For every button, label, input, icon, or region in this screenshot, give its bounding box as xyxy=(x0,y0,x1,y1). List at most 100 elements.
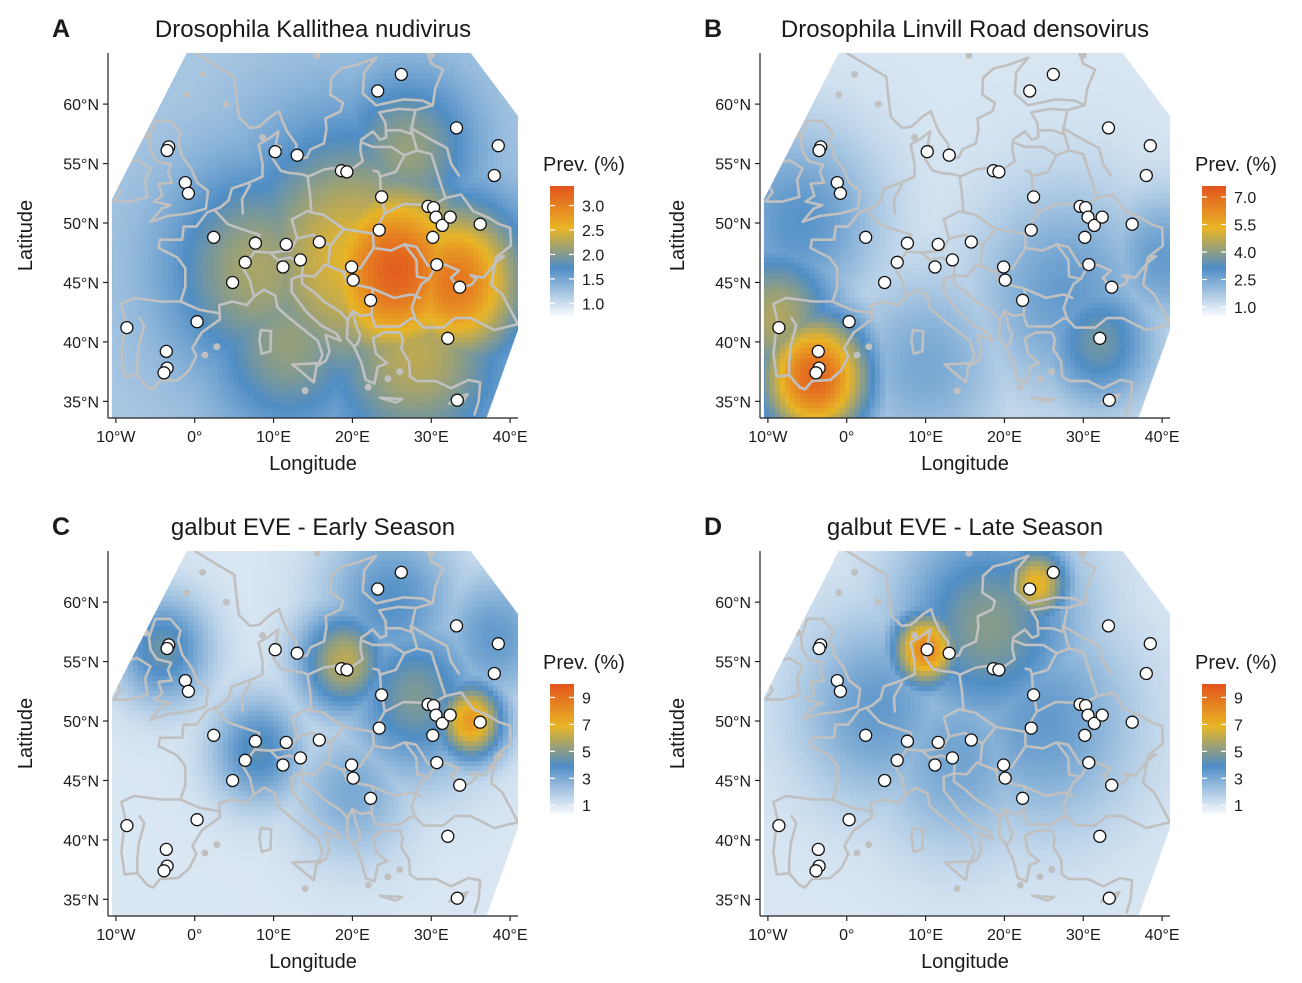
site-point xyxy=(999,772,1011,784)
x-tick-label: 0° xyxy=(187,429,202,446)
site-point xyxy=(1017,792,1029,804)
site-point xyxy=(921,146,933,158)
site-point xyxy=(158,367,170,379)
y-axis-title: Latitude xyxy=(15,698,37,769)
site-point xyxy=(372,85,384,97)
site-point xyxy=(474,716,486,728)
x-tick-label: 10°W xyxy=(96,429,136,446)
island-dot xyxy=(185,590,189,594)
legend-title: Prev. (%) xyxy=(543,154,625,176)
site-point xyxy=(313,236,325,248)
site-point xyxy=(427,729,439,741)
site-point xyxy=(1103,394,1115,406)
legend-title: Prev. (%) xyxy=(1195,652,1277,674)
site-point xyxy=(161,643,173,655)
y-tick-label: 55°N xyxy=(63,655,99,672)
site-point xyxy=(376,689,388,701)
island-dot xyxy=(855,353,859,357)
site-point xyxy=(182,685,194,697)
site-point xyxy=(965,734,977,746)
site-point xyxy=(451,620,463,632)
island-dot xyxy=(852,72,856,76)
y-tick-label: 50°N xyxy=(715,714,751,731)
site-point xyxy=(227,277,239,289)
y-tick-label: 50°N xyxy=(715,216,751,233)
x-tick-label: 30°E xyxy=(414,429,449,446)
island-dot xyxy=(315,551,319,555)
island-dot xyxy=(303,388,307,392)
site-point xyxy=(208,231,220,243)
x-tick-label: 10°W xyxy=(96,927,136,944)
site-point xyxy=(1083,757,1095,769)
y-tick-label: 45°N xyxy=(63,275,99,292)
site-point xyxy=(249,735,261,747)
legend-tick-label: 5.5 xyxy=(1234,218,1256,235)
site-point xyxy=(431,259,443,271)
site-point xyxy=(395,68,407,80)
island-dot xyxy=(1038,875,1042,879)
x-tick-label: 10°E xyxy=(256,927,291,944)
island-dot xyxy=(1081,551,1085,555)
site-point xyxy=(813,145,825,157)
site-point xyxy=(431,757,443,769)
island-dot xyxy=(912,135,916,139)
site-point xyxy=(1024,583,1036,595)
site-point xyxy=(813,643,825,655)
site-point xyxy=(341,664,353,676)
site-point xyxy=(161,145,173,157)
site-point xyxy=(879,775,891,787)
site-point xyxy=(993,166,1005,178)
site-point xyxy=(454,779,466,791)
panel-b: B Drosophila Linvill Road densovirus 10°… xyxy=(667,15,1277,475)
site-point xyxy=(492,638,504,650)
site-point xyxy=(365,294,377,306)
x-tick-label: 40°E xyxy=(493,429,528,446)
y-tick-label: 45°N xyxy=(715,275,751,292)
site-point xyxy=(121,322,133,334)
site-point xyxy=(277,261,289,273)
island-dot xyxy=(224,600,228,604)
x-tick-label: 30°E xyxy=(1066,429,1101,446)
island-dot xyxy=(133,123,137,127)
x-tick-label: 40°E xyxy=(1145,429,1180,446)
island-dot xyxy=(1050,369,1054,373)
site-point xyxy=(227,775,239,787)
legend-tick-label: 7 xyxy=(1234,717,1243,734)
site-point xyxy=(191,814,203,826)
site-point xyxy=(249,237,261,249)
island-dot xyxy=(867,344,871,348)
site-point xyxy=(451,394,463,406)
site-point xyxy=(1126,716,1138,728)
site-point xyxy=(891,754,903,766)
x-tick-label: 40°E xyxy=(493,927,528,944)
y-axis-title: Latitude xyxy=(15,200,37,271)
site-point xyxy=(121,820,133,832)
y-tick-label: 35°N xyxy=(715,892,751,909)
site-point xyxy=(1126,218,1138,230)
y-tick-label: 40°N xyxy=(63,335,99,352)
island-dot xyxy=(821,54,825,58)
island-dot xyxy=(398,369,402,373)
site-point xyxy=(812,345,824,357)
site-point xyxy=(1028,689,1040,701)
site-point xyxy=(943,149,955,161)
island-dot xyxy=(260,633,264,637)
site-point xyxy=(1103,620,1115,632)
island-dot xyxy=(821,552,825,556)
x-axis-title: Longitude xyxy=(269,951,357,973)
y-tick-label: 55°N xyxy=(715,157,751,174)
site-point xyxy=(1144,638,1156,650)
legend-tick-label: 2.5 xyxy=(1234,273,1256,290)
island-dot xyxy=(1038,377,1042,381)
site-point xyxy=(427,231,439,243)
y-tick-label: 40°N xyxy=(715,335,751,352)
x-tick-label: 10°E xyxy=(908,927,943,944)
legend-tick-label: 4.0 xyxy=(1234,245,1256,262)
site-point xyxy=(1025,722,1037,734)
legend-tick-label: 1.0 xyxy=(582,296,604,313)
legend-title: Prev. (%) xyxy=(1195,154,1277,176)
